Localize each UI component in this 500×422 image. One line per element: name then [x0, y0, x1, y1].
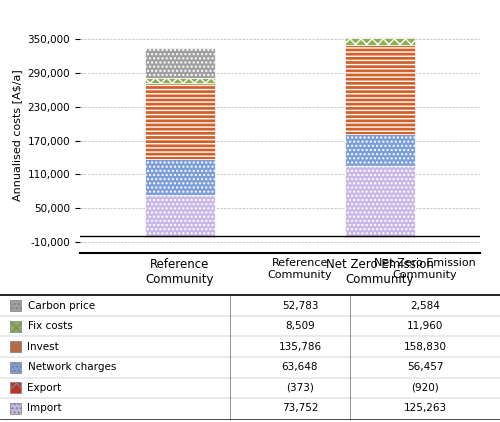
Text: 8,509: 8,509 — [285, 321, 315, 331]
Bar — [345, 236, 415, 237]
Bar — [345, 38, 415, 45]
Text: Import: Import — [28, 403, 62, 414]
Bar — [145, 78, 215, 83]
Bar — [145, 159, 215, 195]
FancyBboxPatch shape — [10, 382, 21, 393]
Text: 63,648: 63,648 — [282, 362, 319, 372]
Text: 158,830: 158,830 — [404, 342, 446, 352]
FancyBboxPatch shape — [10, 362, 21, 373]
Text: Fix costs: Fix costs — [28, 321, 72, 331]
Text: 73,752: 73,752 — [282, 403, 319, 414]
Bar — [145, 195, 215, 236]
Y-axis label: Annualised costs [A$/a]: Annualised costs [A$/a] — [12, 69, 22, 201]
Text: Carbon price: Carbon price — [28, 300, 94, 311]
FancyBboxPatch shape — [10, 341, 21, 352]
Bar — [145, 48, 215, 78]
FancyBboxPatch shape — [10, 403, 21, 414]
Text: 52,783: 52,783 — [282, 300, 319, 311]
FancyBboxPatch shape — [10, 300, 21, 311]
Bar — [345, 134, 415, 166]
Text: 135,786: 135,786 — [278, 342, 322, 352]
Text: Net Zero Emission
Community: Net Zero Emission Community — [374, 258, 476, 280]
Bar — [145, 83, 215, 159]
Bar — [345, 37, 415, 38]
Text: 125,263: 125,263 — [404, 403, 446, 414]
Text: Network charges: Network charges — [28, 362, 116, 372]
Text: Export: Export — [28, 383, 62, 393]
Bar — [345, 166, 415, 236]
Text: 11,960: 11,960 — [407, 321, 443, 331]
Text: 56,457: 56,457 — [407, 362, 444, 372]
Text: Reference
Community: Reference Community — [268, 258, 332, 280]
Text: Invest: Invest — [28, 342, 60, 352]
Text: (373): (373) — [286, 383, 314, 393]
Text: (920): (920) — [411, 383, 439, 393]
FancyBboxPatch shape — [10, 321, 21, 332]
Text: 2,584: 2,584 — [410, 300, 440, 311]
Bar — [345, 45, 415, 134]
